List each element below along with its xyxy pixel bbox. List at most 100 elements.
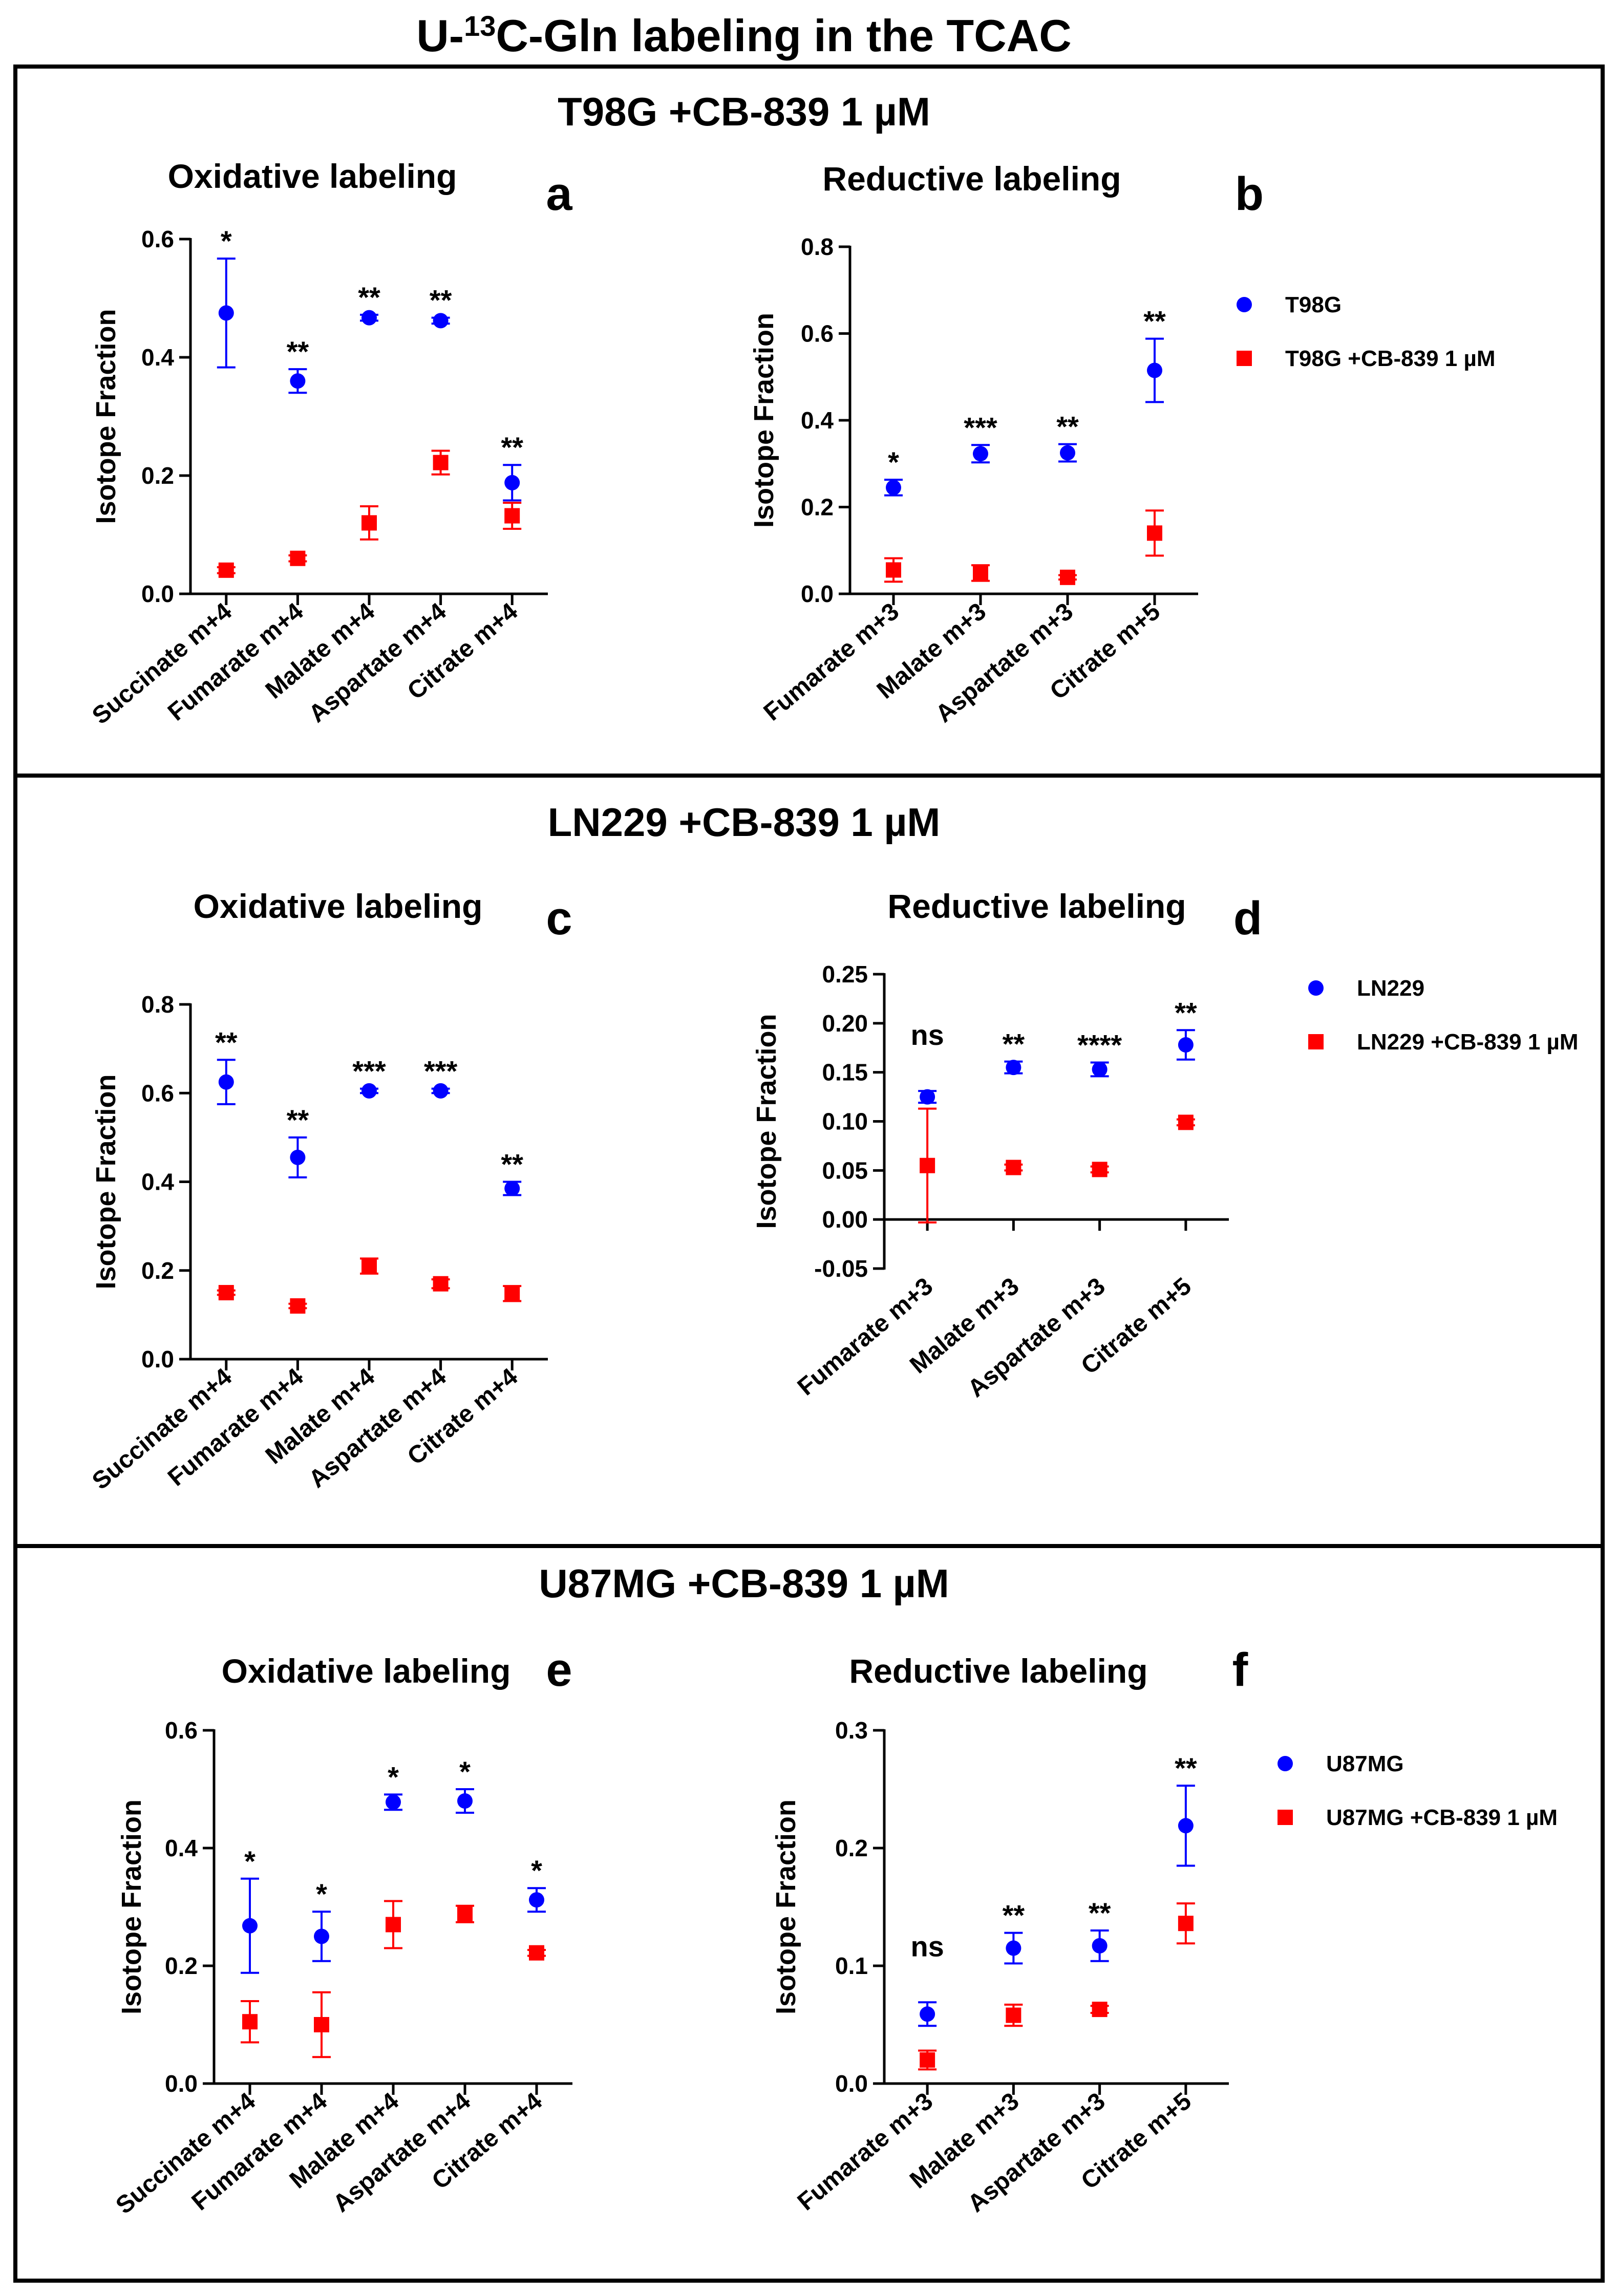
chart-title: Oxidative labeling <box>194 887 483 925</box>
data-point-treated <box>1178 1114 1194 1130</box>
significance-label: ** <box>1056 411 1079 443</box>
data-point-treated <box>290 1298 306 1314</box>
significance-label: * <box>531 1854 542 1886</box>
y-tick-label: 0.10 <box>822 1108 868 1135</box>
data-point-treated <box>529 1945 544 1961</box>
data-point-treated <box>504 508 520 524</box>
significance-label: ** <box>1003 1899 1025 1932</box>
y-axis-label: Isotope Fraction <box>91 1074 121 1289</box>
data-point-treated <box>1147 525 1162 541</box>
data-point-treated <box>1092 1162 1108 1177</box>
legend-marker-treated <box>1278 1810 1293 1825</box>
data-point-control <box>314 1928 329 1944</box>
y-tick-label: 0.2 <box>801 494 834 521</box>
data-point-treated <box>1006 1160 1021 1175</box>
data-point-control <box>361 310 377 326</box>
y-axis-label: Isotope Fraction <box>771 1799 801 2014</box>
y-tick-label: 0.2 <box>141 1257 174 1284</box>
data-point-treated <box>314 2017 329 2032</box>
data-point-control <box>886 480 901 496</box>
legend: LN229 LN229 +CB-839 1 µM <box>1308 976 1579 1055</box>
data-point-treated <box>1060 569 1075 585</box>
significance-label: ns <box>910 1930 944 1962</box>
y-tick-label: 0.6 <box>801 320 834 347</box>
data-point-treated <box>920 1157 935 1173</box>
chart-title: Oxidative labeling <box>222 1652 511 1690</box>
y-tick-label: 0.6 <box>165 1717 198 1744</box>
data-point-control <box>1178 1818 1194 1834</box>
y-tick-label: 0.3 <box>835 1717 868 1744</box>
significance-label: * <box>388 1761 399 1793</box>
data-point-control <box>218 305 234 321</box>
figure-title: U-13C-Gln labeling in the TCAC <box>416 10 1072 61</box>
significance-label: * <box>316 1878 327 1910</box>
legend-label-control: LN229 <box>1357 976 1424 1001</box>
data-point-treated <box>242 2014 258 2030</box>
data-point-treated <box>290 550 306 566</box>
panel-title: U87MG +CB-839 1 µM <box>539 1561 949 1606</box>
legend-label-treated: U87MG +CB-839 1 µM <box>1326 1805 1558 1830</box>
y-tick-label: 0.4 <box>141 1169 174 1195</box>
y-tick-label: 0.05 <box>822 1157 868 1184</box>
data-point-treated <box>361 1258 377 1274</box>
legend-marker-control <box>1308 980 1324 996</box>
y-tick-label: 0.6 <box>141 226 174 252</box>
y-tick-label: 0.6 <box>141 1080 174 1106</box>
significance-label: ** <box>501 1148 523 1181</box>
significance-label: * <box>888 446 899 478</box>
significance-label: * <box>244 1845 256 1877</box>
chart-title: Reductive labeling <box>822 160 1121 198</box>
legend: U87MG U87MG +CB-839 1 µM <box>1278 1751 1558 1830</box>
y-tick-label: 0.0 <box>165 2070 198 2097</box>
data-point-control <box>1147 362 1162 378</box>
data-point-control <box>1006 1060 1021 1076</box>
significance-label: *** <box>424 1055 458 1087</box>
significance-label: ns <box>910 1019 944 1051</box>
panel-title: LN229 +CB-839 1 µM <box>548 800 941 845</box>
data-point-control <box>973 446 988 462</box>
data-point-control <box>361 1083 377 1099</box>
significance-label: ** <box>1089 1897 1111 1929</box>
data-point-control <box>290 373 306 389</box>
data-point-treated <box>920 2052 935 2068</box>
legend-label-treated: LN229 +CB-839 1 µM <box>1357 1029 1579 1055</box>
y-tick-label: -0.05 <box>814 1255 868 1282</box>
significance-label: ** <box>358 281 380 313</box>
data-point-control <box>457 1793 473 1809</box>
y-tick-label: 0.0 <box>801 581 834 607</box>
y-tick-label: 0.00 <box>822 1206 868 1233</box>
x-tick-label: Fumarate m+3 <box>793 1273 938 1401</box>
data-point-control <box>1006 1940 1021 1956</box>
legend-label-control: U87MG <box>1326 1751 1404 1776</box>
data-point-control <box>218 1074 234 1090</box>
panel-3: U87MG +CB-839 1 µM U87MG U87MG +CB-839 1 µ… <box>13 1544 1605 2283</box>
legend-label-control: T98G <box>1285 292 1342 317</box>
data-point-control <box>504 1181 520 1196</box>
y-tick-label: 0.4 <box>165 1835 198 1861</box>
legend-marker-control <box>1237 297 1252 312</box>
data-point-control <box>920 1089 935 1105</box>
y-tick-label: 0.4 <box>141 344 174 371</box>
y-tick-label: 0.0 <box>835 2070 868 2097</box>
data-point-treated <box>433 1276 449 1292</box>
data-point-control <box>504 475 520 490</box>
chart-f: Reductive labeling f 0.0 0.1 0.2 0.3 Fumarate … <box>771 1644 1248 2218</box>
panel-frame <box>13 1544 1605 2283</box>
significance-label: ** <box>287 1104 309 1136</box>
data-point-treated <box>1178 1916 1194 1932</box>
y-axis-label: Isotope Fraction <box>91 309 121 524</box>
data-point-control <box>242 1918 258 1934</box>
y-axis-label: Isotope Fraction <box>751 1014 782 1229</box>
data-point-treated <box>973 565 988 581</box>
significance-label: * <box>459 1755 471 1788</box>
title-suffix: C-Gln labeling in the TCAC <box>496 10 1071 61</box>
y-tick-label: 0.4 <box>801 407 834 434</box>
data-point-control <box>1178 1037 1194 1053</box>
significance-label: *** <box>964 411 997 443</box>
data-point-control <box>290 1149 306 1165</box>
y-tick-label: 0.15 <box>822 1059 868 1086</box>
chart-letter: f <box>1232 1644 1248 1696</box>
y-tick-label: 0.0 <box>141 581 174 607</box>
x-tick-label: Fumarate m+3 <box>759 598 904 726</box>
